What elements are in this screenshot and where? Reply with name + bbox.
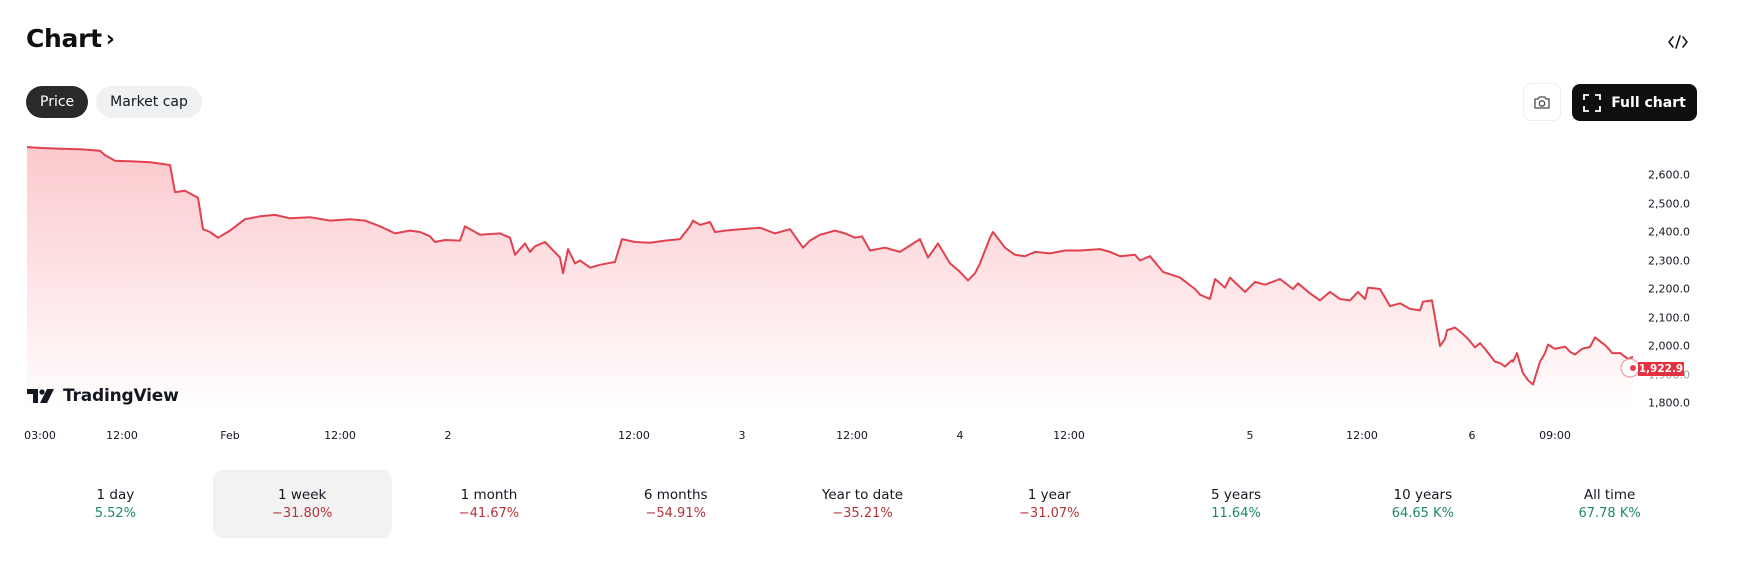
period-1-year[interactable]: 1 year −31.07% (956, 470, 1143, 538)
x-tick-label: 12:00 (836, 429, 868, 442)
chart-type-tabs: Price Market cap (26, 86, 202, 118)
period-1-week[interactable]: 1 week −31.80% (212, 470, 392, 538)
y-tick-label: 2,100.0 (1648, 311, 1690, 324)
x-tick-label: 09:00 (1539, 429, 1571, 442)
period-10-years[interactable]: 10 years 64.65 K% (1329, 470, 1516, 538)
period-label: 1 day (96, 487, 135, 503)
page-title: Chart (26, 24, 102, 53)
x-tick-label: 12:00 (1346, 429, 1378, 442)
period-change: −41.67% (458, 506, 520, 521)
fullscreen-icon (1583, 93, 1602, 112)
tradingview-logo-icon (27, 389, 54, 403)
period-selector: 1 day 5.52% 1 week −31.80% 1 month −41.6… (22, 470, 1703, 538)
x-tick-label: 2 (444, 429, 452, 442)
code-embed-icon (1668, 35, 1688, 49)
period-year-to-date[interactable]: Year to date −35.21% (769, 470, 956, 538)
x-tick-label: 6 (1468, 429, 1476, 442)
tradingview-logo[interactable]: TradingView (27, 386, 179, 406)
period-change: 67.78 K% (1578, 506, 1641, 521)
period-6-months[interactable]: 6 months −54.91% (582, 470, 769, 538)
y-tick-label: 2,500.0 (1648, 197, 1690, 210)
period-change: 5.52% (94, 506, 137, 521)
period-change: −31.80% (271, 506, 333, 521)
last-price-label: 1,922.9 (1638, 362, 1684, 376)
x-tick-label: 5 (1246, 429, 1254, 442)
x-tick-label: 12:00 (618, 429, 650, 442)
y-tick-label: 2,400.0 (1648, 225, 1690, 239)
period-label: 1 month (460, 487, 518, 503)
price-area-chart (26, 146, 1640, 412)
x-tick-label: 12:00 (106, 429, 138, 442)
price-area-fill (27, 147, 1633, 412)
x-tick-label: 12:00 (1053, 429, 1085, 442)
period-1-day[interactable]: 1 day 5.52% (22, 470, 209, 538)
period-change: −31.07% (1019, 506, 1080, 521)
period-label: 1 week (277, 487, 327, 503)
period-change: −54.91% (645, 506, 706, 521)
y-tick-label: 2,600.0 (1648, 168, 1690, 182)
tab-price[interactable]: Price (26, 86, 89, 118)
y-tick-label: 2,000.0 (1648, 339, 1690, 353)
price-chart[interactable] (0, 130, 1738, 450)
period-label: Year to date (821, 487, 904, 503)
x-tick-label: 03:00 (24, 429, 56, 442)
x-tick-label: 3 (738, 429, 746, 442)
x-tick-label: 12:00 (324, 429, 356, 442)
period-change: 64.65 K% (1391, 506, 1454, 521)
period-label: 6 months (643, 487, 708, 503)
period-label: 10 years (1393, 487, 1453, 503)
y-tick-label: 2,300.0 (1648, 254, 1690, 267)
price-line (26, 146, 1634, 386)
period-change: 11.64% (1211, 506, 1261, 521)
period-label: 5 years (1211, 487, 1262, 503)
chevron-right-icon: › (105, 27, 115, 52)
last-price-marker-dot (1630, 364, 1636, 371)
period-change: −35.21% (832, 506, 893, 521)
period-label: All time (1583, 487, 1636, 503)
y-tick-label: 1,800.0 (1648, 396, 1690, 410)
period-5-years[interactable]: 5 years 11.64% (1143, 470, 1330, 538)
period-all-time[interactable]: All time 67.78 K% (1516, 470, 1703, 538)
x-tick-label: Feb (220, 429, 240, 442)
y-tick-label: 2,200.0 (1648, 282, 1690, 296)
x-tick-label: 4 (956, 429, 964, 442)
chart-title-link[interactable]: Chart › (26, 24, 115, 53)
tab-market-cap[interactable]: Market cap (96, 86, 202, 118)
full-chart-label: Full chart (1611, 94, 1686, 111)
camera-icon (1534, 95, 1550, 109)
screenshot-button[interactable] (1523, 83, 1561, 121)
period-label: 1 year (1027, 487, 1071, 503)
embed-code-button[interactable] (1664, 30, 1692, 54)
period-1-month[interactable]: 1 month −41.67% (396, 470, 583, 538)
tradingview-logo-text: TradingView (63, 386, 179, 406)
full-chart-button[interactable]: Full chart (1572, 84, 1697, 121)
